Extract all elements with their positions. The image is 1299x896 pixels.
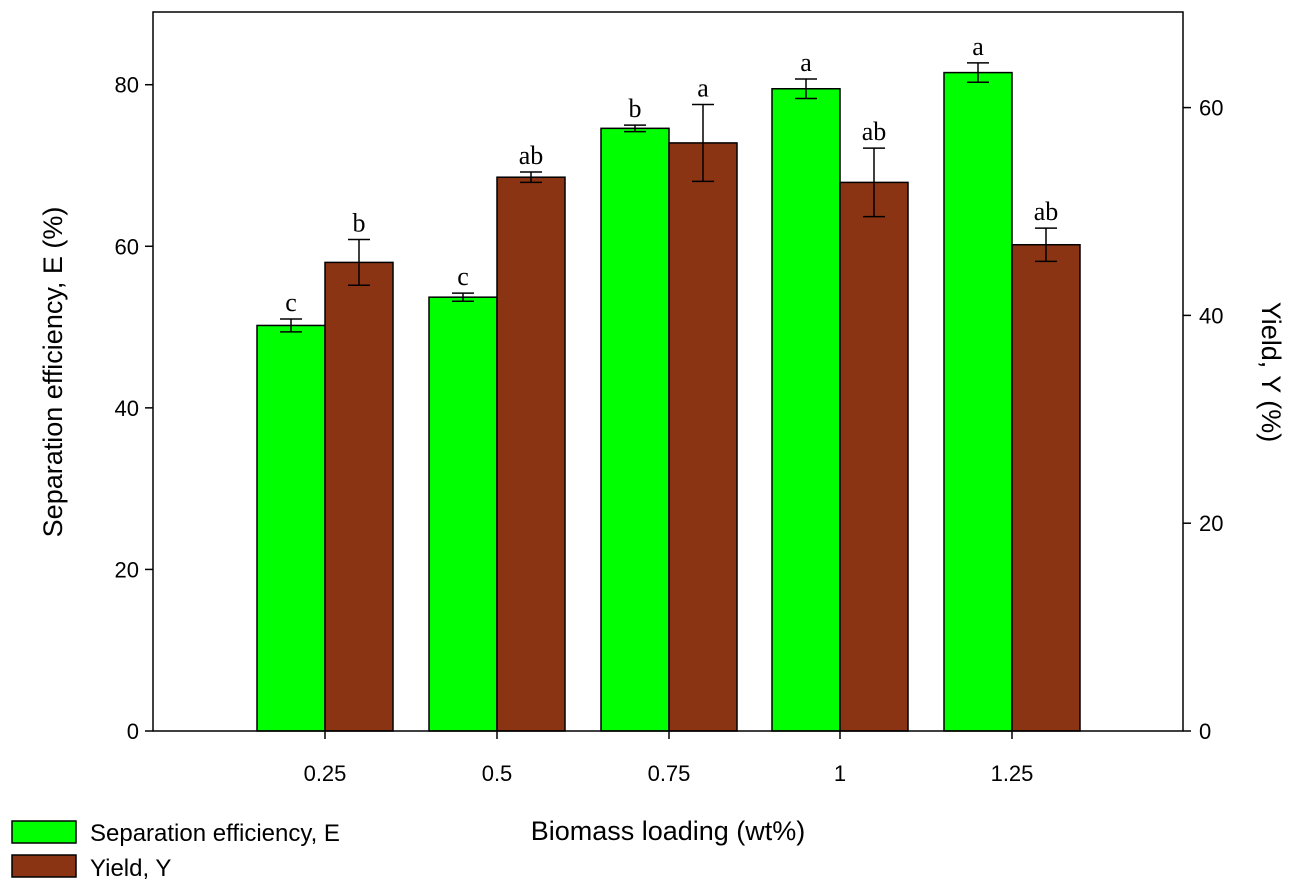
y-left-tick-label: 60 [115,234,139,259]
significance-label-yield: ab [1034,197,1059,226]
ticks-layer: 0 20 40 60 80 0 20 40 60 0.25 0.5 0.75 1 1.25 [115,73,1224,786]
bar-separation [600,127,670,732]
bar-separation [943,71,1013,732]
legend-label-yield: Yield, Y [90,855,171,882]
error-bar-yield [863,147,885,218]
significance-label-yield: a [697,73,709,102]
bar-separation [428,296,498,732]
legend-swatch-yield [11,854,77,878]
x-tick-label: 1 [834,761,846,786]
error-bar-yield [1035,227,1057,263]
y-left-tick-label: 40 [115,396,139,421]
bar-yield [1011,243,1081,732]
y-right-tick-label: 60 [1199,96,1223,121]
y-axis-left-title: Separation efficiency, E (%) [38,207,68,538]
bar-yield [496,176,566,732]
y-left-tick-label: 0 [127,719,139,744]
y-right-tick-label: 20 [1199,511,1223,536]
x-axis-title: Biomass loading (wt%) [531,816,806,846]
y-left-tick-label: 80 [115,73,139,98]
legend: Separation efficiency, E Yield, Y [11,820,340,882]
x-tick-label: 0.5 [482,761,513,786]
x-tick-label: 0.75 [648,761,691,786]
error-bar-separation [967,62,989,84]
y-right-tick-label: 0 [1199,719,1211,744]
error-bar-yield [348,238,370,287]
error-bar-yield [520,171,542,184]
significance-label-separation: b [629,94,642,123]
y-right-tick-label: 40 [1199,303,1223,328]
x-tick-label: 0.25 [304,761,347,786]
plot-frame [152,11,1184,732]
significance-label-yield: b [353,209,366,238]
bar-yield [668,142,738,732]
y-axis-right-title: Yield, Y (%) [1256,302,1286,443]
significance-label-yield: ab [862,117,887,146]
x-tick-label: 1.25 [991,761,1034,786]
error-bar-separation [624,124,646,133]
significance-label-separation: c [457,262,469,291]
significance-label-separation: a [972,32,984,61]
legend-label-separation: Separation efficiency, E [90,820,340,847]
bar-separation [256,324,326,732]
axes-layer [152,11,1184,732]
significance-label-separation: a [800,48,812,77]
significance-label-separation: c [285,288,297,317]
legend-swatch-separation [11,820,77,844]
error-bar-separation [280,318,302,333]
error-bar-separation [795,78,817,100]
error-bar-yield [692,103,714,183]
y-left-tick-label: 20 [115,557,139,582]
bar-yield [839,181,909,732]
bar-separation [771,87,841,732]
error-bar-separation [452,292,474,302]
bar-yield [324,261,394,732]
significance-label-yield: ab [519,141,544,170]
